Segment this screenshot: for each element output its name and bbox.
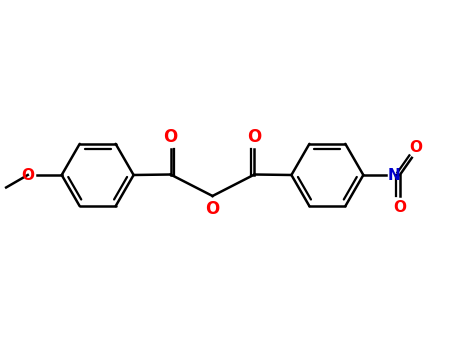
Text: O: O <box>205 200 220 218</box>
Text: O: O <box>409 140 422 155</box>
Text: N: N <box>387 168 400 182</box>
Text: O: O <box>393 200 406 215</box>
Text: O: O <box>21 168 34 182</box>
Text: O: O <box>163 128 178 146</box>
Text: O: O <box>248 128 262 146</box>
